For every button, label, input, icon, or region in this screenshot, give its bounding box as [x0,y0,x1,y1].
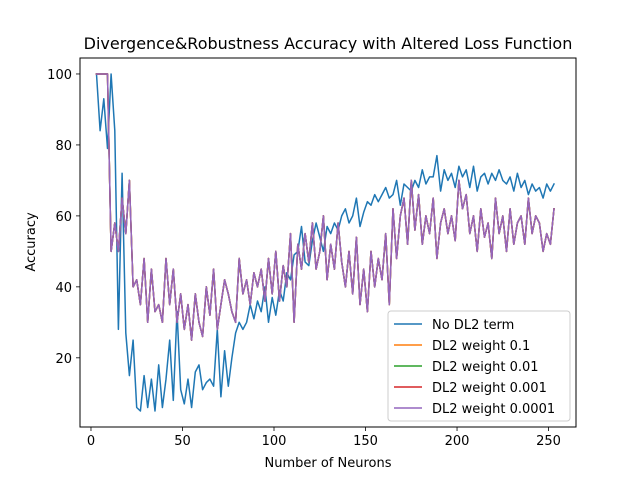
y-tick-label: 100 [47,68,72,83]
x-tick-label: 100 [262,434,287,449]
plot-area-frame [79,57,577,428]
chart-title: Divergence&Robustness Accuracy with Alte… [84,34,573,53]
y-tick-label: 40 [55,281,72,296]
x-axis-ticks: 0 50 100 150 200 250 [87,427,561,449]
x-tick-label: 150 [353,434,378,449]
legend-box [387,310,571,422]
y-tick-label: 20 [55,352,72,367]
x-tick-label: 50 [174,434,191,449]
x-tick-label: 200 [445,434,470,449]
y-tick-label: 60 [55,210,72,225]
x-tick-label: 250 [536,434,561,449]
y-tick-label: 80 [55,139,72,154]
legend-label-5: DL2 weight 0.0001 [432,402,555,417]
x-axis-label: Number of Neurons [264,456,391,471]
x-tick-label: 0 [87,434,95,449]
y-axis-ticks: 20 40 60 80 100 [47,68,80,367]
legend: No DL2 term DL2 weight 0.1 DL2 weight 0.01… [387,310,571,422]
legend-label-3: DL2 weight 0.01 [432,360,539,375]
legend-label-4: DL2 weight 0.001 [432,381,547,396]
y-axis-label: Accuracy [24,212,39,272]
legend-label-2: DL2 weight 0.1 [432,339,530,354]
legend-label-1: No DL2 term [432,318,514,333]
series-layer [95,73,556,412]
series-line-5 [95,73,555,341]
